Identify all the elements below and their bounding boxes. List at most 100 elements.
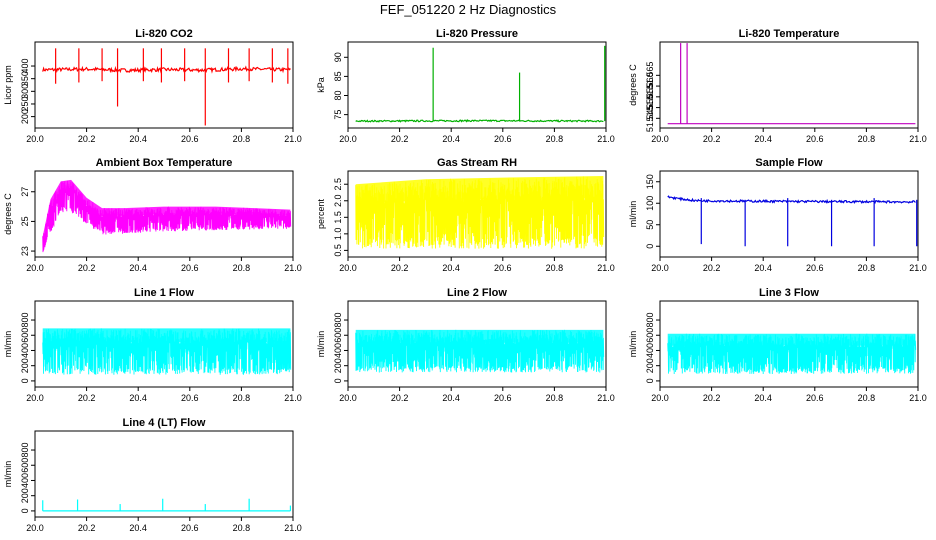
x-tick-label: 21.0 xyxy=(284,134,302,144)
y-axis-label: percent xyxy=(316,198,326,229)
y-tick-label: 400 xyxy=(333,343,343,358)
y-tick-label: 0 xyxy=(20,378,30,383)
page-title: FEF_051220 2 Hz Diagnostics xyxy=(379,2,557,17)
x-tick-label: 21.0 xyxy=(909,393,927,403)
y-tick-label: 400 xyxy=(20,473,30,488)
y-tick-label: 51.550 xyxy=(645,94,655,122)
y-tick-label: 25 xyxy=(20,216,30,226)
panel-title: Li-820 Temperature xyxy=(739,28,840,40)
y-tick-label: 90 xyxy=(333,52,343,62)
x-tick-label: 20.0 xyxy=(26,263,44,273)
y-tick-label: 200 xyxy=(20,109,30,124)
x-tick-label: 20.8 xyxy=(546,263,564,273)
x-tick-label: 20.6 xyxy=(494,263,512,273)
y-tick-label: 600 xyxy=(333,328,343,343)
panel-title: Line 1 Flow xyxy=(134,287,194,299)
y-tick-label: 800 xyxy=(645,313,655,328)
x-tick-label: 20.2 xyxy=(703,393,721,403)
x-tick-label: 20.0 xyxy=(26,393,44,403)
y-tick-label: 600 xyxy=(645,328,655,343)
y-tick-label: 0.5 xyxy=(333,244,343,257)
x-tick-label: 20.6 xyxy=(181,134,199,144)
x-tick-label: 20.6 xyxy=(494,393,512,403)
y-axis-label: ml/min xyxy=(3,331,13,358)
panel-title: Gas Stream RH xyxy=(437,157,517,169)
x-tick-label: 20.8 xyxy=(546,393,564,403)
x-tick-label: 20.6 xyxy=(494,134,512,144)
y-tick-label: 0 xyxy=(645,378,655,383)
y-tick-label: 1.5 xyxy=(333,211,343,224)
x-tick-label: 20.0 xyxy=(339,393,357,403)
x-tick-label: 20.2 xyxy=(391,393,409,403)
x-tick-label: 20.2 xyxy=(703,134,721,144)
x-tick-label: 21.0 xyxy=(909,263,927,273)
x-tick-label: 20.8 xyxy=(546,134,564,144)
panel-line4: Line 4 (LT) Flow 20.0 20.2 20.4 20.6 20.8 21.0… xyxy=(3,417,302,533)
y-tick-label: 250 xyxy=(20,96,30,111)
y-axis-label: ml/min xyxy=(628,331,638,358)
series-baseline-sample_flow xyxy=(667,195,916,205)
x-tick-label: 21.0 xyxy=(597,134,615,144)
plot-frame xyxy=(34,300,294,388)
y-tick-label: 200 xyxy=(20,358,30,373)
panel-title: Line 3 Flow xyxy=(759,287,819,299)
y-tick-label: 300 xyxy=(20,84,30,99)
x-tick-label: 20.6 xyxy=(806,134,824,144)
series-band-gas_rh xyxy=(355,176,604,204)
panel-co2: Li-820 CO2 20.0 20.2 20.4 20.6 20.8 21.0 200250… xyxy=(3,28,302,144)
x-tick-label: 20.4 xyxy=(442,393,460,403)
y-tick-label: 800 xyxy=(20,313,30,328)
panel-licor_temp: Li-820 Temperature 20.0 20.2 20.4 20.6 20.8 21… xyxy=(628,28,927,144)
x-tick-label: 20.0 xyxy=(339,134,357,144)
x-tick-label: 20.4 xyxy=(754,263,772,273)
plot-frame xyxy=(34,170,294,258)
plot-frame xyxy=(34,430,294,518)
y-tick-label: 200 xyxy=(20,488,30,503)
x-tick-label: 20.4 xyxy=(442,134,460,144)
plot-frame xyxy=(347,300,607,388)
series-trace-gas_rh xyxy=(355,176,605,249)
panel-gas_rh: Gas Stream RH 20.0 20.2 20.4 20.6 20.8 21.0 0.5… xyxy=(316,157,615,273)
x-tick-label: 20.2 xyxy=(78,393,96,403)
panel-sample_flow: Sample Flow 20.0 20.2 20.4 20.6 20.8 21.0 0 50 10… xyxy=(628,157,927,273)
series-baseline-co2 xyxy=(42,65,291,75)
y-tick-label: 2.0 xyxy=(333,195,343,208)
y-axis-label: ml/min xyxy=(316,331,326,358)
y-tick-label: 51.545 xyxy=(645,105,655,133)
x-tick-label: 20.4 xyxy=(129,263,147,273)
y-axis-label: ml/min xyxy=(628,201,638,228)
x-tick-label: 20.8 xyxy=(233,134,251,144)
panel-title: Line 4 (LT) Flow xyxy=(123,417,206,429)
y-tick-label: 800 xyxy=(20,443,30,458)
panel-ambient_temp: Ambient Box Temperature 20.0 20.2 20.4 20.6 2… xyxy=(3,157,302,273)
x-tick-label: 20.6 xyxy=(181,523,199,533)
panel-title: Ambient Box Temperature xyxy=(96,157,233,169)
x-tick-label: 21.0 xyxy=(597,263,615,273)
x-tick-label: 20.8 xyxy=(233,263,251,273)
x-tick-label: 20.4 xyxy=(754,393,772,403)
series-trace-line2 xyxy=(355,329,605,373)
x-tick-label: 20.6 xyxy=(181,263,199,273)
y-tick-label: 2.5 xyxy=(333,178,343,191)
series-trace-ambient_temp xyxy=(42,180,292,253)
x-tick-label: 21.0 xyxy=(284,263,302,273)
y-axis-label: ml/min xyxy=(3,461,13,488)
series-trace-line1 xyxy=(42,328,292,375)
x-tick-label: 20.2 xyxy=(78,134,96,144)
y-tick-label: 200 xyxy=(333,358,343,373)
y-tick-label: 23 xyxy=(20,246,30,256)
panel-title: Li-820 Pressure xyxy=(436,28,518,40)
panel-title: Li-820 CO2 xyxy=(135,28,192,40)
x-tick-label: 20.6 xyxy=(806,393,824,403)
plot-frame xyxy=(347,41,607,129)
y-tick-label: 600 xyxy=(20,458,30,473)
panel-title: Sample Flow xyxy=(755,157,823,169)
x-tick-label: 20.8 xyxy=(858,134,876,144)
y-tick-label: 75 xyxy=(333,110,343,120)
y-tick-label: 80 xyxy=(333,91,343,101)
series-band-line3 xyxy=(667,333,916,346)
x-tick-label: 20.4 xyxy=(442,263,460,273)
y-axis-label: degrees C xyxy=(628,64,638,106)
y-tick-label: 51.565 xyxy=(645,62,655,90)
